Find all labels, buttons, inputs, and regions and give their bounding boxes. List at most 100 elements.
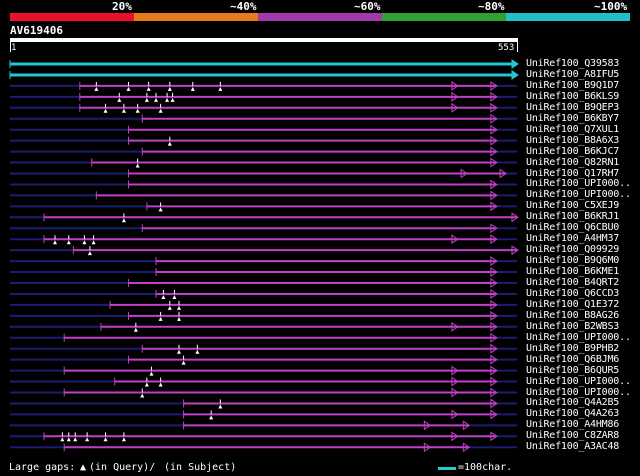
hit-label-link[interactable]: UniRef100_B6QUR5	[526, 364, 620, 376]
hit-end-arrow-icon	[490, 431, 498, 442]
hit-end-arrow-icon	[490, 80, 498, 91]
hit-label-link[interactable]: UniRef100_A4HM86	[526, 419, 620, 431]
query-bar	[10, 38, 518, 42]
footer-query-note: (in Query)/	[89, 462, 156, 473]
hit-label-link[interactable]: UniRef100_B6KJC7	[526, 145, 620, 157]
query-gap-marker-icon	[144, 382, 149, 387]
subject-gap-icon	[423, 420, 432, 431]
footer-gaps-label: Large gaps:	[9, 462, 76, 473]
scale-label-20: 20%	[112, 0, 132, 13]
hit-end-arrow-icon	[490, 124, 498, 135]
query-gap-marker-icon	[154, 97, 159, 102]
subject-gap-icon	[451, 102, 459, 113]
query-gap-marker-icon	[66, 437, 71, 442]
hit-end-arrow-icon	[490, 332, 498, 343]
hit-end-arrow-icon	[490, 201, 498, 212]
hit-label-link[interactable]: UniRef100_A8IFU5	[526, 68, 620, 80]
hit-end-arrow-icon	[462, 420, 471, 431]
hit-end-arrow-icon	[490, 278, 498, 288]
query-gap-marker-icon	[91, 240, 96, 245]
scale-label-60: ~60%	[354, 0, 381, 13]
query-gap-marker-icon	[82, 240, 87, 245]
hit-label-link[interactable]: UniRef100_B9Q1D7	[526, 79, 620, 91]
hit-label-link[interactable]: UniRef100_Q17RH7	[526, 167, 620, 179]
query-gap-marker-icon	[121, 108, 126, 113]
hit-label-link[interactable]: UniRef100_B6KBY7	[526, 112, 620, 124]
hit-end-arrow-icon	[490, 113, 498, 124]
hit-label-link[interactable]: UniRef100_UPI000..	[526, 178, 631, 190]
hit-label-link[interactable]: UniRef100_C5XEJ9	[526, 200, 620, 212]
hit-label-link[interactable]: UniRef100_B6KME1	[526, 266, 620, 278]
hit-label-link[interactable]: UniRef100_B9QEP3	[526, 101, 620, 113]
query-gap-marker-icon	[133, 327, 138, 332]
hit-label-link[interactable]: UniRef100_C8ZAR8	[526, 430, 620, 442]
hit-label-link[interactable]: UniRef100_B9PHB2	[526, 342, 620, 354]
hit-label-link[interactable]: UniRef100_Q82RN1	[526, 156, 620, 168]
scale-band-3	[258, 13, 382, 21]
query-gap-icon: ▲	[80, 462, 87, 473]
query-gap-marker-icon	[177, 316, 181, 321]
hit-end-arrow-icon	[490, 267, 498, 277]
hit-label-link[interactable]: UniRef100_B6KRJ1	[526, 211, 620, 223]
subject-gap-icon	[451, 387, 459, 398]
hit-end-arrow-icon	[490, 91, 498, 102]
subject-gap-icon	[451, 431, 459, 442]
hit-label-link[interactable]: UniRef100_Q39583	[526, 58, 620, 69]
hit-end-arrow-icon	[490, 387, 498, 398]
query-gap-marker-icon	[190, 86, 195, 91]
hit-label-link[interactable]: UniRef100_A3AC48	[526, 441, 620, 453]
scale-label-100: ~100%	[594, 0, 628, 13]
scale-band-2	[134, 13, 258, 21]
hit-label-link[interactable]: UniRef100_UPI000..	[526, 386, 631, 398]
hit-label-link[interactable]: UniRef100_Q09929	[526, 244, 620, 256]
query-gap-marker-icon	[85, 437, 90, 442]
hit-end-arrow-icon	[490, 299, 498, 310]
query-start: 1	[11, 43, 17, 53]
query-gap-marker-icon	[209, 415, 214, 420]
hit-end-arrow-icon	[511, 59, 519, 69]
hit-label-link[interactable]: UniRef100_UPI000..	[526, 331, 631, 343]
hit-label-link[interactable]: UniRef100_B8AG26	[526, 309, 620, 321]
hit-end-arrow-icon	[511, 212, 519, 223]
hit-end-arrow-icon	[490, 343, 498, 354]
legend-cyan-bar	[438, 467, 456, 470]
hit-end-arrow-icon	[490, 310, 498, 321]
query-gap-marker-icon	[60, 437, 65, 442]
hit-label-link[interactable]: UniRef100_Q4A263	[526, 408, 620, 420]
query-gap-marker-icon	[144, 97, 149, 102]
hit-label-link[interactable]: UniRef100_Q6BJM6	[526, 353, 620, 365]
hit-label-link[interactable]: UniRef100_B9Q6M0	[526, 255, 620, 267]
query-gap-marker-icon	[158, 207, 163, 212]
query-gap-marker-icon	[158, 382, 163, 387]
hit-label-link[interactable]: UniRef100_Q6CCD3	[526, 287, 620, 299]
hit-label-link[interactable]: UniRef100_B8A6X3	[526, 134, 620, 146]
query-gap-marker-icon	[218, 86, 223, 91]
hit-label-link[interactable]: UniRef100_B2WBS3	[526, 320, 620, 332]
query-end-tick	[517, 42, 518, 52]
hit-label-link[interactable]: UniRef100_UPI000..	[526, 189, 631, 201]
query-gap-marker-icon	[135, 108, 140, 113]
hit-label-link[interactable]: UniRef100_Q7XUL1	[526, 123, 620, 135]
hit-end-arrow-icon	[490, 365, 498, 376]
hit-label-link[interactable]: UniRef100_Q6CBU0	[526, 222, 620, 234]
hit-label-link[interactable]: UniRef100_B6KLS9	[526, 90, 620, 102]
query-gap-marker-icon	[167, 305, 172, 310]
query-gap-marker-icon	[103, 108, 108, 113]
query-gap-marker-icon	[140, 393, 145, 398]
query-gap-marker-icon	[158, 108, 163, 113]
hit-end-arrow-icon	[511, 245, 519, 256]
hit-label-link[interactable]: UniRef100_UPI000..	[526, 375, 631, 387]
subject-gap-icon	[451, 321, 459, 332]
query-gap-marker-icon	[177, 349, 181, 354]
query-gap-marker-icon	[149, 371, 154, 376]
hit-label-link[interactable]: UniRef100_A4HM37	[526, 233, 620, 245]
query-end: 553	[498, 43, 515, 53]
hit-label-link[interactable]: UniRef100_B4QRT2	[526, 277, 620, 288]
query-gap-marker-icon	[87, 251, 92, 256]
hit-end-arrow-icon	[490, 179, 498, 190]
query-gap-marker-icon	[73, 437, 78, 442]
query-gap-marker-icon	[161, 294, 166, 299]
hit-label-link[interactable]: UniRef100_Q1E372	[526, 298, 620, 310]
hit-label-link[interactable]: UniRef100_Q4A2B5	[526, 397, 620, 409]
